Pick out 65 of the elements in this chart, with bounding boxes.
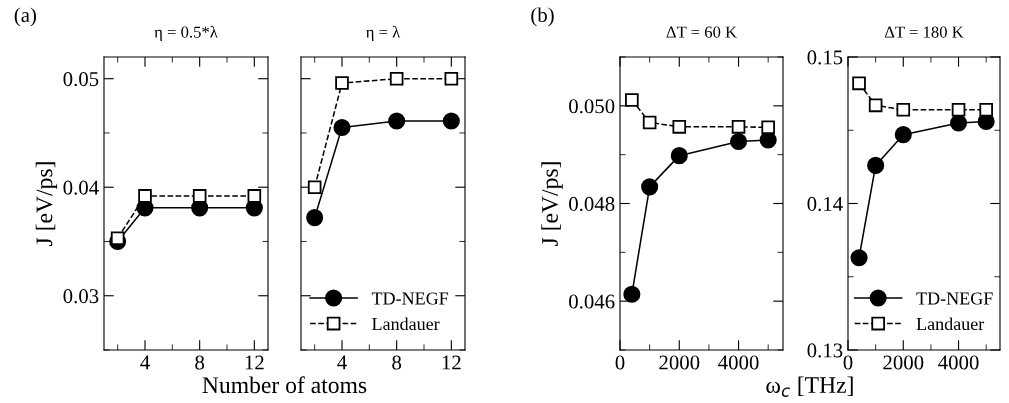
legend-label: TD-NEGF [916,292,993,305]
point [333,118,351,137]
x-axis-title: ω$_{c}$ [THz] [766,376,853,397]
x-axis-title: Number of atoms [202,376,367,394]
point [623,285,641,303]
legend-label: Landauer [916,317,985,331]
chart-title: ΔT = 60 K [666,26,737,38]
y-tick-label: 0.05 [63,72,99,87]
y-tick-label: 0.04 [63,180,99,195]
point [388,112,406,130]
x-tick-label: 2000 [883,355,924,370]
point [951,102,966,117]
x-tick-label: 12 [442,355,461,370]
point [979,102,993,117]
point [138,189,152,203]
text: (b) [531,7,554,27]
x-tick-label: 12 [245,355,264,370]
x-tick-label: 4 [140,355,150,370]
point [894,126,912,144]
point [306,209,324,227]
legend-label: Landauer [372,317,440,331]
y-axis-title: J [eV/ps] [35,162,58,246]
y-tick-label: 0.13 [807,343,843,358]
y-tick-label: 0.046 [569,294,615,309]
x-tick-label: 0 [843,355,853,370]
point [672,120,687,134]
point [896,102,911,117]
point [852,76,866,91]
y-axis-title: J [eV/ps] [541,162,563,246]
point [731,120,746,134]
point [867,156,885,174]
x-tick-label: 0 [615,355,625,370]
y-tick-label: 0.03 [63,289,99,304]
point [850,249,868,267]
x-tick-label: 4000 [938,355,979,370]
point [642,115,657,130]
x-tick-label: 8 [392,355,402,370]
point [950,114,968,132]
point [247,189,262,203]
legend-label: TD-NEGF [371,292,449,305]
text: (a) [14,7,37,27]
point [442,112,460,130]
point [641,178,659,196]
point [110,231,125,246]
y-tick-label: 0.050 [569,99,615,114]
y-tick-label: 0.048 [569,196,615,212]
point [444,71,459,86]
point [670,147,688,165]
chart-title: η = 0.5*λ [154,25,218,42]
point [761,120,775,135]
x-tick-label: 4000 [718,355,759,370]
point [389,71,404,86]
y-tick-label: 0.14 [807,196,843,212]
x-tick-label: 4 [337,355,347,370]
point [868,98,883,113]
x-tick-label: 8 [195,355,205,370]
chart-title: ΔT = 180 K [884,26,964,38]
x-tick-label: 2000 [659,355,700,370]
chart-title: η = λ [366,25,401,42]
point [335,76,349,90]
point [625,93,639,107]
point [730,132,748,151]
point [192,189,207,203]
point [307,180,322,195]
y-tick-label: 0.15 [807,50,843,65]
